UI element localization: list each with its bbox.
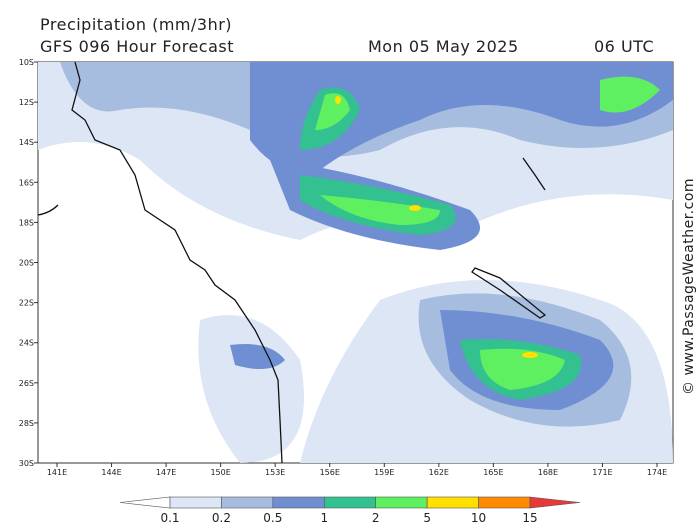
lat-label: 16S: [19, 178, 34, 187]
legend-label: 2: [372, 511, 380, 525]
legend-swatch: [323, 496, 377, 509]
date: Mon 05 May 2025: [368, 37, 519, 56]
precip-yellow: [335, 96, 538, 358]
lon-label: 150E: [210, 468, 230, 477]
lon-label: 165E: [483, 468, 503, 477]
legend-swatch: [221, 496, 274, 509]
lat-label: 26S: [19, 379, 34, 388]
map: [37, 61, 674, 464]
lon-labels: 141E 144E 147E 150E 153E 156E 159E 162E 165E 168E…: [47, 463, 667, 477]
lon-label: 144E: [101, 468, 121, 477]
lat-label: 20S: [19, 259, 34, 268]
time: 06 UTC: [594, 37, 654, 56]
legend-swatch: [169, 496, 222, 509]
legend-label: 15: [522, 511, 537, 525]
lat-label: 10S: [19, 58, 34, 67]
legend-label: 0.5: [263, 511, 282, 525]
lat-labels: 10S 12S 14S 16S 18S 20S 22S 24S 26S 28S 30S: [19, 58, 38, 468]
legend-arrow-low: [119, 496, 171, 509]
lat-label: 18S: [19, 218, 34, 227]
lat-label: 14S: [19, 138, 34, 147]
lat-label: 28S: [19, 419, 34, 428]
legend-arrow-high: [529, 496, 581, 509]
legend-label: 5: [423, 511, 431, 525]
lon-label: 168E: [538, 468, 558, 477]
lon-label: 162E: [429, 468, 449, 477]
lon-label: 174E: [647, 468, 667, 477]
legend-swatch: [375, 496, 428, 509]
legend-swatch: [478, 496, 531, 509]
lat-label: 30S: [19, 459, 34, 468]
precip-green: [315, 76, 660, 390]
lon-label: 171E: [592, 468, 612, 477]
legend: 0.1 0.2 0.5 1 2 5 10 15: [119, 496, 581, 525]
lat-label: 12S: [19, 98, 34, 107]
lat-label: 24S: [19, 339, 34, 348]
coastline: [37, 61, 547, 464]
lon-label: 159E: [374, 468, 394, 477]
legend-label: 0.1: [160, 511, 179, 525]
subtitle: GFS 096 Hour Forecast: [40, 37, 234, 56]
legend-label: 1: [320, 511, 328, 525]
lon-label: 141E: [47, 468, 67, 477]
credit: © www.PassageWeather.com: [681, 178, 697, 395]
legend-label: 10: [471, 511, 486, 525]
lat-label: 22S: [19, 299, 34, 308]
legend-label: 0.2: [212, 511, 231, 525]
lon-label: 156E: [320, 468, 340, 477]
legend-swatch: [272, 496, 325, 509]
lon-label: 147E: [156, 468, 176, 477]
lon-label: 153E: [265, 468, 285, 477]
title: Precipitation (mm/3hr): [40, 15, 232, 34]
legend-swatch: [426, 496, 479, 509]
